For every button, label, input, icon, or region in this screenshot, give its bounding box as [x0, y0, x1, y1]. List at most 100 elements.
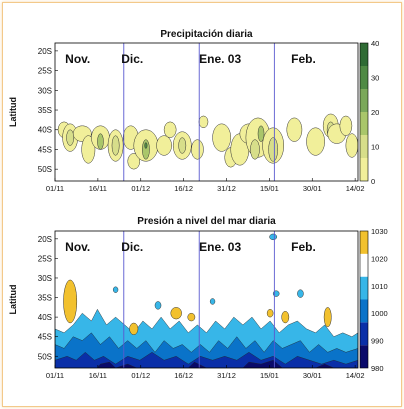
x-tick-label: 31/12 [217, 184, 236, 193]
contour-blob [268, 137, 278, 162]
x-tick-label: 16/12 [174, 184, 193, 193]
contour-blob [66, 129, 75, 146]
colorbar-swatch [360, 158, 368, 181]
contour-blob [266, 309, 274, 318]
colorbar-tick-label: 980 [371, 364, 384, 373]
contour-blob [209, 298, 216, 305]
colorbar-border [359, 42, 369, 182]
y-tick-label: 30S [38, 86, 52, 95]
colorbar-border [359, 230, 369, 369]
contour-blob [63, 279, 78, 324]
x-tick-label: 16/11 [89, 184, 107, 193]
month-label: Dic. [121, 52, 143, 66]
contour-blob [339, 115, 353, 136]
contour-band [55, 352, 358, 368]
x-tick-label: 31/12 [217, 371, 236, 380]
chart-title: Presión a nivel del mar diaria [137, 216, 276, 227]
contour-blob [198, 115, 209, 129]
colorbar-swatch [360, 112, 368, 135]
contour-blob [286, 117, 303, 142]
contour-blob [142, 139, 150, 160]
contour-blob [112, 286, 119, 293]
colorbar-swatch [360, 43, 368, 66]
x-tick-label: 01/11 [46, 184, 64, 193]
month-label: Nov. [65, 240, 90, 254]
colorbar-swatch [360, 231, 368, 254]
x-tick-label: 30/01 [303, 184, 322, 193]
contour-blob [163, 121, 177, 138]
colorbar-tick-label: 20 [371, 108, 379, 117]
contour-blob [129, 322, 139, 335]
colorbar-tick-label: 1030 [371, 227, 388, 236]
precipitation-panel: Precipitación diaria Nov. Dic. Ene. 03 Feb. 2… [8, 29, 379, 193]
colorbar-tick-label: 990 [371, 337, 384, 346]
plot-content [55, 233, 358, 368]
contour-blob [212, 123, 231, 152]
colorbar-tick-label: 1000 [371, 309, 388, 318]
y-tick-label: 25S [38, 254, 52, 263]
y-tick-label: 35S [38, 294, 52, 303]
colorbar-swatch [360, 299, 368, 323]
month-label: Ene. 03 [199, 52, 241, 66]
pressure-panel: Presión a nivel del mar diaria Nov. Dic. En… [8, 216, 388, 380]
x-tick-label: 01/11 [46, 371, 64, 380]
contour-blob [178, 137, 187, 154]
colorbar-tick-label: 1020 [371, 254, 388, 263]
contour-blob [269, 233, 278, 241]
x-tick-label: 15/01 [260, 371, 279, 380]
contour-blob [250, 139, 260, 160]
contour-blob [170, 307, 182, 320]
plot-area [55, 43, 358, 181]
y-tick-label: 45S [38, 333, 52, 342]
y-tick-label: 35S [38, 106, 52, 115]
colorbar-tick-label: 10 [371, 143, 379, 152]
contour-blob [144, 142, 148, 149]
x-tick-label: 01/12 [131, 184, 150, 193]
x-tick-label: 16/12 [174, 371, 193, 380]
contour-blob [281, 310, 290, 324]
month-label: Ene. 03 [199, 240, 241, 254]
colorbar: 0 10 20 30 40 [359, 39, 379, 186]
y-tick-label: 30S [38, 274, 52, 283]
y-axis-label: Latitud [8, 97, 18, 127]
contour-blob [323, 307, 332, 328]
contour-blob [191, 139, 204, 160]
month-label: Nov. [65, 52, 90, 66]
y-tick-label: 50S [38, 165, 52, 174]
colorbar-swatch [360, 135, 368, 158]
chart-title: Precipitación diaria [160, 29, 253, 40]
contour-blob [127, 153, 141, 170]
colorbar-swatch [360, 345, 368, 368]
month-label: Dic. [121, 240, 143, 254]
contour-blob [297, 289, 304, 298]
colorbar-swatch [360, 253, 368, 277]
colorbar-tick-label: 30 [371, 74, 379, 83]
contour-blob [187, 312, 196, 322]
plot-border [54, 230, 359, 369]
month-label: Feb. [291, 52, 316, 66]
contour-blob [97, 133, 104, 150]
colorbar-swatch [360, 322, 368, 346]
y-tick-label: 40S [38, 126, 52, 135]
x-tick-label: 30/01 [303, 371, 322, 380]
contour-blob [156, 135, 172, 156]
colorbar-tick-label: 40 [371, 39, 379, 48]
colorbar-tick-label: 0 [371, 177, 375, 186]
y-tick-label: 40S [38, 313, 52, 322]
colorbar-swatch [360, 89, 368, 112]
month-label: Feb. [291, 240, 316, 254]
y-tick-label: 50S [38, 352, 52, 361]
contour-blob [306, 127, 325, 156]
contour-blob [257, 125, 265, 142]
colorbar-swatch [360, 276, 368, 300]
y-axis-label: Latitud [8, 285, 18, 315]
y-tick-label: 25S [38, 67, 52, 76]
contour-blob [111, 135, 120, 156]
colorbar: 980 990 1000 1010 1020 1030 [359, 227, 388, 373]
x-tick-label: 16/11 [89, 371, 107, 380]
y-tick-label: 20S [38, 235, 52, 244]
x-tick-label: 14/02 [346, 184, 365, 193]
plot-border [54, 42, 359, 182]
colorbar-tick-label: 1010 [371, 282, 388, 291]
